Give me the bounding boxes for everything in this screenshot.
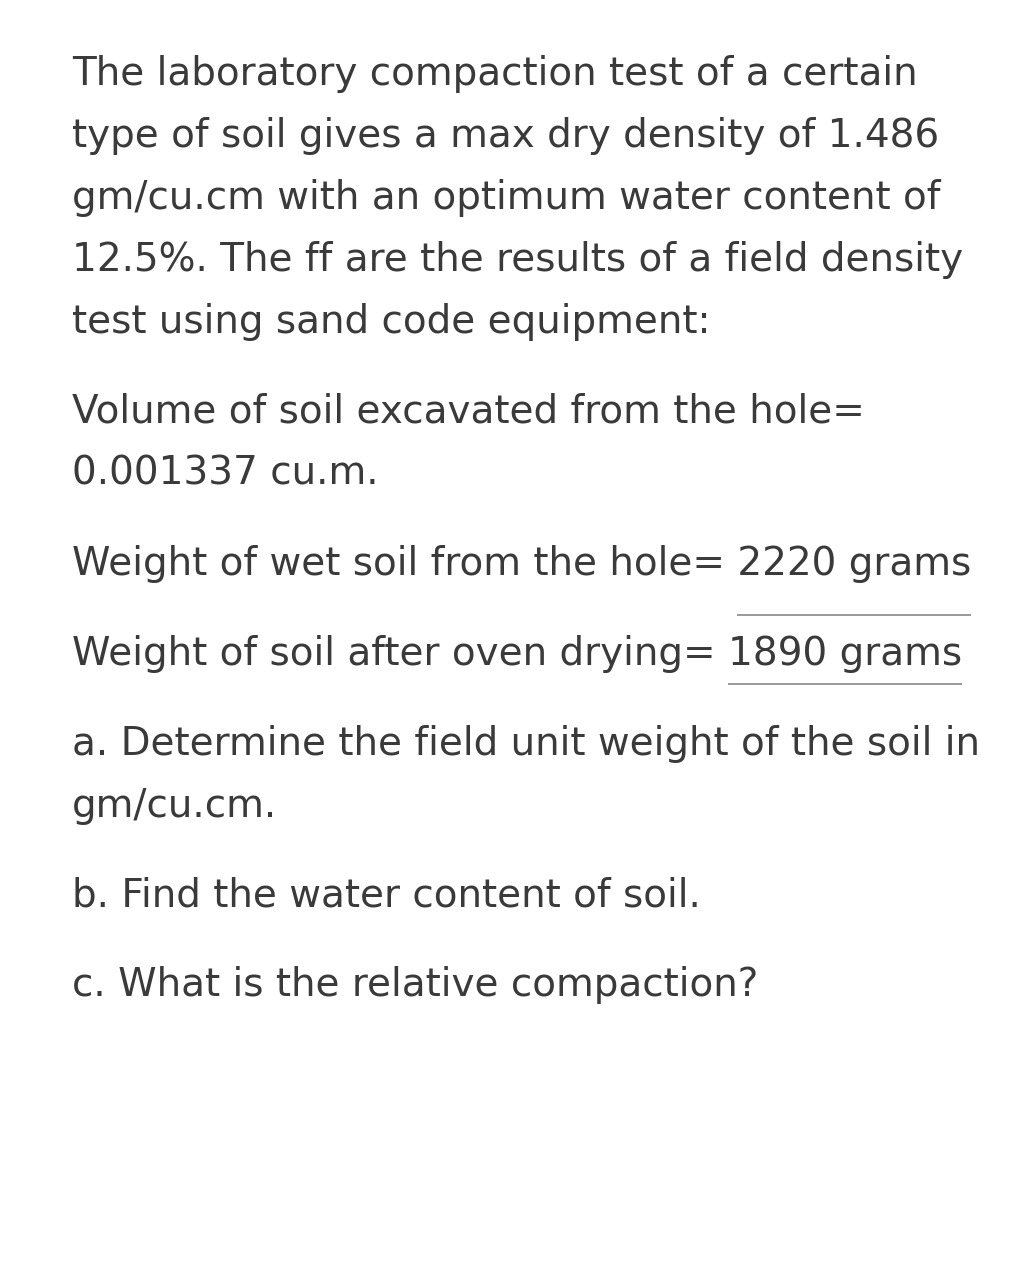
- Text: test using sand code equipment:: test using sand code equipment:: [72, 303, 710, 340]
- Text: a. Determine the field unit weight of the soil in: a. Determine the field unit weight of th…: [72, 724, 980, 763]
- Text: The laboratory compaction test of a certain: The laboratory compaction test of a cert…: [72, 55, 917, 93]
- Text: 0.001337 cu.m.: 0.001337 cu.m.: [72, 454, 378, 493]
- Text: type of soil gives a max dry density of 1.486: type of soil gives a max dry density of …: [72, 116, 939, 155]
- Text: Weight of wet soil from the hole= 2220 grams: Weight of wet soil from the hole= 2220 g…: [72, 545, 972, 582]
- Text: c. What is the relative compaction?: c. What is the relative compaction?: [72, 966, 759, 1005]
- Text: 12.5%. The ff are the results of a field density: 12.5%. The ff are the results of a field…: [72, 241, 964, 279]
- Text: Weight of soil after oven drying= 1890 grams: Weight of soil after oven drying= 1890 g…: [72, 635, 963, 673]
- Text: b. Find the water content of soil.: b. Find the water content of soil.: [72, 877, 701, 914]
- Text: Volume of soil excavated from the hole=: Volume of soil excavated from the hole=: [72, 393, 865, 431]
- Text: gm/cu.cm.: gm/cu.cm.: [72, 787, 277, 824]
- Text: gm/cu.cm with an optimum water content of: gm/cu.cm with an optimum water content o…: [72, 179, 940, 218]
